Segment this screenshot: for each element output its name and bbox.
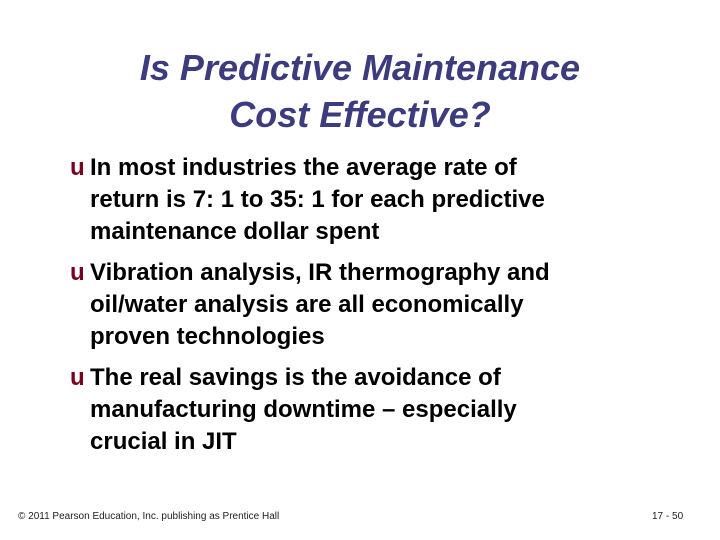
- bullet-text: The real savings is the avoidance of: [90, 364, 501, 391]
- bullet-glyph: u: [70, 259, 85, 286]
- bullet-text: In most industries the average rate of: [90, 154, 517, 181]
- bullet-glyph: u: [70, 154, 85, 181]
- title-line: Cost Effective?: [229, 94, 491, 135]
- bullet-text: oil/water analysis are all economically: [90, 291, 524, 318]
- bullet-text: proven technologies: [90, 323, 325, 350]
- bullet-text: manufacturing downtime – especially: [90, 396, 517, 423]
- title-line: Is Predictive Maintenance: [139, 47, 581, 88]
- page-number: 17 - 50: [652, 511, 684, 522]
- bullet-text: Vibration analysis, IR thermography and: [90, 259, 550, 286]
- copyright: © 2011 Pearson Education, Inc. publishin…: [18, 511, 280, 522]
- bullet-text: return is 7: 1 to 35: 1 for each predict…: [90, 186, 545, 213]
- bullet-text: crucial in JIT: [90, 428, 237, 455]
- bullet-glyph: u: [70, 364, 85, 391]
- bullet-text: maintenance dollar spent: [90, 218, 380, 245]
